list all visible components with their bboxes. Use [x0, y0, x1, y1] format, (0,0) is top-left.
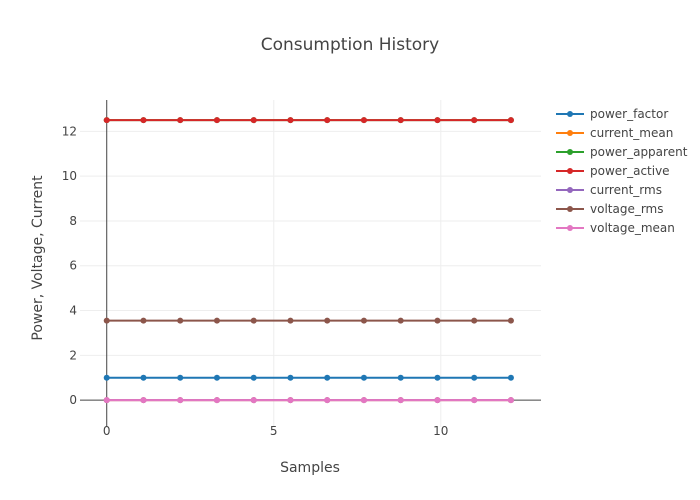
- x-tick-label: 5: [270, 424, 278, 438]
- data-point: [397, 397, 404, 404]
- data-point: [360, 317, 367, 324]
- data-point: [213, 117, 220, 124]
- series-voltage_rms: [103, 317, 514, 324]
- data-point: [434, 117, 441, 124]
- legend-marker: [567, 111, 573, 117]
- data-point: [507, 374, 514, 381]
- y-axis-title: Power, Voltage, Current: [30, 175, 46, 341]
- series-voltage_mean: [103, 397, 514, 404]
- legend-label: voltage_rms: [590, 202, 664, 216]
- legend-item-current_mean[interactable]: current_mean: [556, 126, 673, 140]
- legend-item-current_rms[interactable]: current_rms: [556, 183, 662, 197]
- legend-item-power_active[interactable]: power_active: [556, 164, 670, 178]
- data-point: [287, 317, 294, 324]
- data-point: [250, 317, 257, 324]
- data-point: [140, 317, 147, 324]
- data-point: [471, 374, 478, 381]
- legend-marker: [567, 130, 573, 136]
- series-group: [103, 117, 514, 404]
- legend-label: power_factor: [590, 107, 668, 121]
- y-tick-label: 12: [62, 124, 77, 138]
- data-point: [103, 117, 110, 124]
- data-point: [507, 317, 514, 324]
- legend-marker: [567, 225, 573, 231]
- data-point: [177, 397, 184, 404]
- legend[interactable]: power_factor current_mean power_apparentpo…: [556, 107, 688, 235]
- legend-item-power_apparent[interactable]: power_apparent: [556, 145, 688, 159]
- y-tick-label: 0: [69, 393, 77, 407]
- legend-marker: [567, 168, 573, 174]
- data-point: [213, 317, 220, 324]
- data-point: [140, 397, 147, 404]
- legend-label: power_apparent: [590, 145, 688, 159]
- y-tick-label: 4: [69, 304, 77, 318]
- data-point: [103, 317, 110, 324]
- data-point: [360, 117, 367, 124]
- data-point: [471, 317, 478, 324]
- legend-item-power_factor[interactable]: power_factor: [556, 107, 668, 121]
- legend-label: current_mean: [590, 126, 673, 140]
- data-point: [434, 397, 441, 404]
- y-tick-label: 10: [62, 169, 77, 183]
- data-point: [324, 117, 331, 124]
- x-tick-label: 10: [433, 424, 448, 438]
- data-point: [360, 374, 367, 381]
- series-power_active: [103, 117, 514, 124]
- data-point: [507, 397, 514, 404]
- series-power_factor: [103, 374, 514, 381]
- legend-item-voltage_mean[interactable]: voltage_mean: [556, 221, 675, 235]
- data-point: [213, 374, 220, 381]
- data-point: [324, 374, 331, 381]
- data-point: [177, 117, 184, 124]
- data-point: [250, 117, 257, 124]
- data-point: [140, 117, 147, 124]
- data-point: [397, 374, 404, 381]
- legend-label: current_rms: [590, 183, 662, 197]
- data-point: [324, 317, 331, 324]
- data-point: [434, 317, 441, 324]
- data-point: [507, 117, 514, 124]
- data-point: [140, 374, 147, 381]
- data-point: [103, 397, 110, 404]
- data-point: [471, 117, 478, 124]
- legend-label: power_active: [590, 164, 670, 178]
- legend-marker: [567, 187, 573, 193]
- x-axis-title: Samples: [280, 460, 340, 476]
- x-tick-label: 0: [103, 424, 111, 438]
- y-tick-label: 8: [69, 214, 77, 228]
- data-point: [177, 374, 184, 381]
- legend-marker: [567, 149, 573, 155]
- grid: [80, 100, 541, 427]
- data-point: [324, 397, 331, 404]
- legend-marker: [567, 206, 573, 212]
- data-point: [471, 397, 478, 404]
- data-point: [250, 397, 257, 404]
- data-point: [250, 374, 257, 381]
- y-tick-label: 6: [69, 259, 77, 273]
- data-point: [103, 374, 110, 381]
- chart-title: Consumption History: [261, 35, 439, 55]
- data-point: [287, 117, 294, 124]
- data-point: [360, 397, 367, 404]
- legend-label: voltage_mean: [590, 221, 675, 235]
- data-point: [397, 117, 404, 124]
- data-point: [287, 374, 294, 381]
- tick-labels: 0 2 4 6 8 10 12 0 5 10: [62, 124, 449, 438]
- data-point: [287, 397, 294, 404]
- data-point: [177, 317, 184, 324]
- data-point: [434, 374, 441, 381]
- legend-item-voltage_rms[interactable]: voltage_rms: [556, 202, 664, 216]
- y-tick-label: 2: [69, 348, 77, 362]
- data-point: [397, 317, 404, 324]
- data-point: [213, 397, 220, 404]
